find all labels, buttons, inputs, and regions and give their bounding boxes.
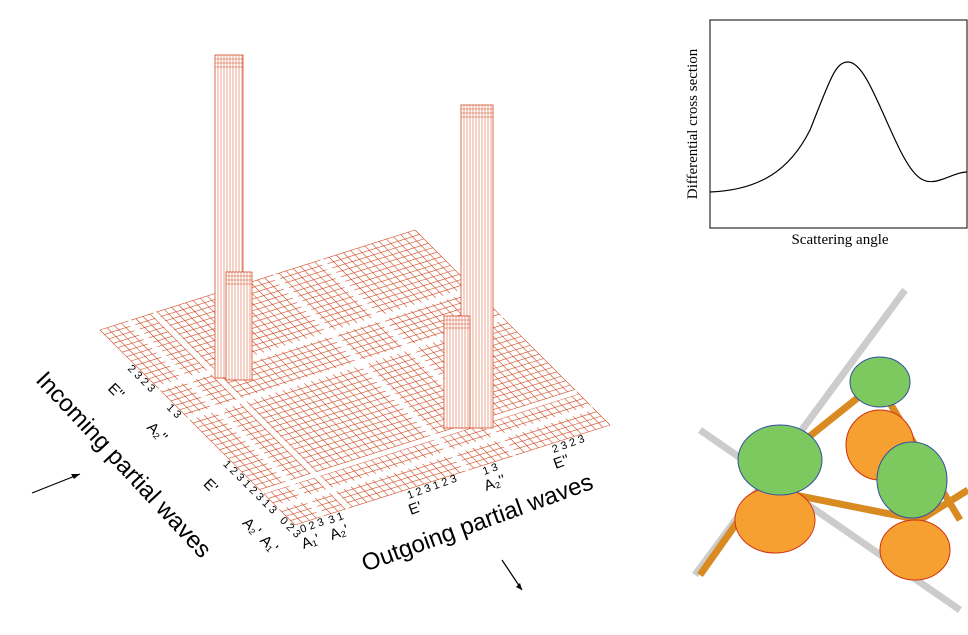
row-symmetry: E'': [104, 380, 127, 403]
lobe: [738, 425, 822, 495]
lobe: [850, 357, 910, 407]
row-symmetry: E': [200, 475, 221, 496]
lobe: [877, 442, 947, 518]
molecule: [695, 290, 968, 610]
arrow-head: [516, 583, 522, 590]
inset-curve: [710, 62, 967, 192]
inset-frame: [710, 20, 967, 228]
lobe: [880, 520, 950, 580]
figure: Differential cross section Scattering an…: [0, 0, 968, 635]
row-symmetry: A₂'': [143, 419, 170, 446]
bar-face: [226, 272, 252, 380]
matrix-plot: [100, 55, 610, 525]
lobe: [735, 487, 815, 553]
inset-y-label: Differential cross section: [685, 48, 701, 199]
row-symmetry: A₂': [239, 514, 264, 539]
inset-x-label: Scattering angle: [791, 232, 888, 248]
bar-face: [444, 316, 470, 428]
row-symmetry: A₁': [256, 532, 281, 557]
